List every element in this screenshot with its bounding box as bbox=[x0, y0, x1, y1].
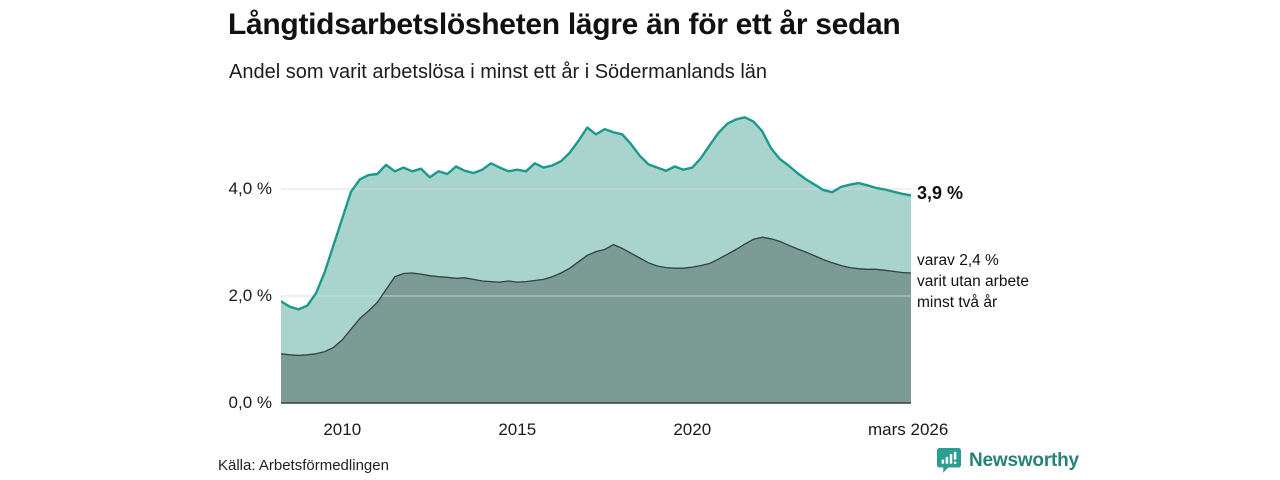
y-tick-label: 2,0 % bbox=[228, 286, 272, 305]
x-tick-label: 2015 bbox=[498, 420, 537, 439]
chart-subtitle: Andel som varit arbetslösa i minst ett å… bbox=[229, 61, 768, 83]
y-tick-label: 4,0 % bbox=[228, 179, 272, 198]
x-tick-label: mars 2026 bbox=[868, 420, 949, 439]
annotation-line-2: varit utan arbete bbox=[917, 273, 1030, 290]
x-tick-label: 2020 bbox=[673, 420, 712, 439]
source-label: Källa: Arbetsförmedlingen bbox=[218, 457, 389, 474]
annotation-line-3: minst två år bbox=[917, 294, 998, 311]
x-tick-label: 2010 bbox=[323, 420, 362, 439]
latest-total-value-label: 3,9 % bbox=[917, 183, 964, 203]
brand-name: Newsworthy bbox=[969, 450, 1079, 471]
newsworthy-bars-icon bbox=[936, 448, 962, 473]
annotation-line-1: varav 2,4 % bbox=[917, 252, 999, 269]
y-tick-label: 0,0 % bbox=[228, 393, 272, 412]
brand-lockup: Newsworthy bbox=[936, 447, 1079, 475]
stacked-area-chart bbox=[281, 116, 911, 404]
chart-title: Långtidsarbetslösheten lägre än för ett … bbox=[228, 8, 901, 41]
subseries-annotation: varav 2,4 % varit utan arbete minst två … bbox=[917, 250, 1029, 313]
